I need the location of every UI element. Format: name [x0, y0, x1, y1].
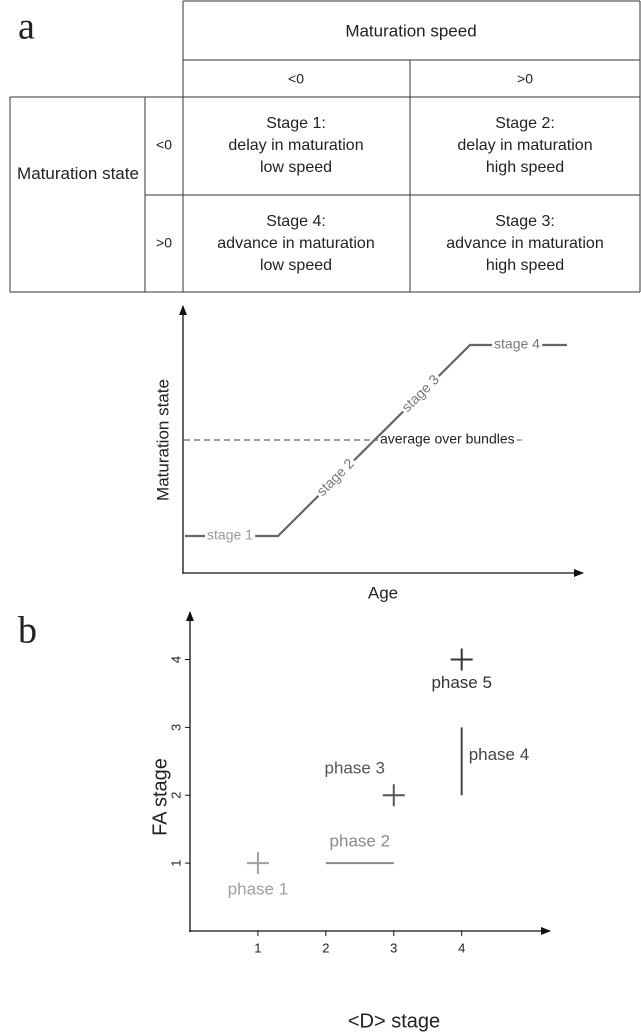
column-header: Maturation speed: [345, 21, 476, 40]
label-bg: [205, 526, 256, 543]
x-axis-label: <D> stage: [348, 1010, 440, 1032]
panel-label: b: [18, 610, 37, 652]
row-header-box: Maturation state: [17, 164, 139, 183]
table-grid: [9, 0, 641, 293]
average-label: average over bundles: [380, 431, 515, 447]
cell-text: low speed: [260, 257, 332, 274]
cell-text: Stage 3:: [495, 213, 555, 230]
x-tick-label: 1: [254, 940, 261, 955]
cross-point: [450, 648, 473, 671]
cell-text: high speed: [486, 159, 564, 176]
cell-text: advance in maturation: [446, 235, 603, 252]
stage-label: stage 1: [207, 527, 253, 543]
column-value: <0: [288, 71, 304, 87]
cell-text: low speed: [260, 159, 332, 176]
stage-label: stage 2: [313, 455, 357, 499]
phase-label: phase 2: [330, 832, 391, 851]
y-tick-label: 2: [168, 792, 183, 799]
cell-text: delay in maturation: [228, 137, 363, 154]
column-value: >0: [517, 71, 533, 87]
row-value: <0: [156, 137, 172, 153]
x-tick-label: 4: [458, 940, 465, 955]
label-bg: [492, 335, 543, 352]
cell-text: high speed: [486, 257, 564, 274]
cross-point: [246, 852, 269, 875]
diagram-ylabel: Maturation state: [153, 379, 172, 501]
panel-label: a: [18, 6, 35, 48]
x-tick-label: 3: [390, 940, 397, 955]
stage-label: stage 3: [398, 371, 442, 415]
phase-label: phase 4: [469, 745, 530, 764]
y-tick-label: 1: [168, 860, 183, 867]
y-axis-label: FA stage: [149, 758, 171, 836]
y-tick-label: 4: [168, 656, 183, 663]
cell-text: Stage 2:: [495, 115, 555, 132]
phase-label: phase 5: [431, 673, 492, 692]
phase-label: phase 1: [228, 880, 289, 899]
cross-point: [382, 784, 405, 807]
x-tick-label: 2: [322, 940, 329, 955]
phase-label: phase 3: [325, 759, 386, 778]
cell-text: Stage 1:: [266, 115, 326, 132]
cell-text: advance in maturation: [217, 235, 374, 252]
diagram-xlabel: Age: [368, 583, 398, 602]
stage-label: stage 4: [494, 336, 540, 352]
row-header: Maturation state: [17, 164, 139, 183]
cell-text: Stage 4:: [266, 213, 326, 230]
y-tick-label: 3: [168, 724, 183, 731]
label-bg: [396, 369, 444, 417]
row-value: >0: [156, 235, 172, 251]
cell-text: delay in maturation: [457, 137, 592, 154]
label-bg: [311, 453, 359, 501]
